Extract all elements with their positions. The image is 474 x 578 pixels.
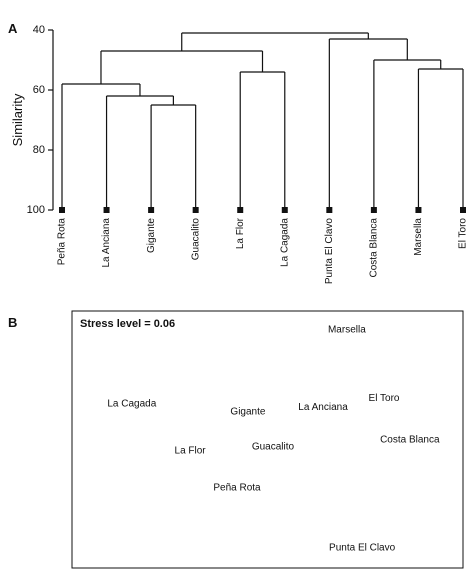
y-tick-label: 40	[33, 24, 45, 36]
point-label: La Cagada	[107, 399, 156, 410]
point-label: Costa Blanca	[380, 435, 440, 446]
panel-label: A	[8, 21, 18, 36]
leaf-label: Costa Blanca	[369, 218, 380, 278]
point-label: Gigante	[230, 407, 265, 418]
panel-label: B	[8, 315, 17, 330]
leaf-label: El Toro	[458, 218, 469, 249]
leaf-label: La Cagada	[279, 218, 290, 267]
point-label: El Toro	[369, 393, 400, 404]
leaf-label: Gigante	[146, 218, 157, 253]
leaf-label: Marsella	[413, 218, 424, 256]
leaf-label: Peña Rota	[57, 218, 68, 266]
point-label: La Flor	[175, 446, 207, 457]
leaf-label: Guacalito	[190, 218, 201, 261]
y-axis-title: Similarity	[10, 93, 25, 146]
point-label: Peña Rota	[213, 483, 261, 494]
leaf-label: Punta El Clavo	[324, 218, 335, 285]
stress-annotation: Stress level = 0.06	[80, 318, 175, 330]
y-tick-label: 100	[27, 204, 45, 216]
point-label: Marsella	[328, 325, 366, 336]
point-label: La Anciana	[298, 402, 348, 413]
point-label: Punta El Clavo	[329, 543, 396, 554]
leaf-label: La Flor	[235, 217, 246, 249]
y-tick-label: 60	[33, 84, 45, 96]
point-label: Guacalito	[252, 442, 295, 453]
y-tick-label: 80	[33, 144, 45, 156]
leaf-label: La Anciana	[101, 218, 112, 268]
plot-frame	[71, 310, 464, 569]
